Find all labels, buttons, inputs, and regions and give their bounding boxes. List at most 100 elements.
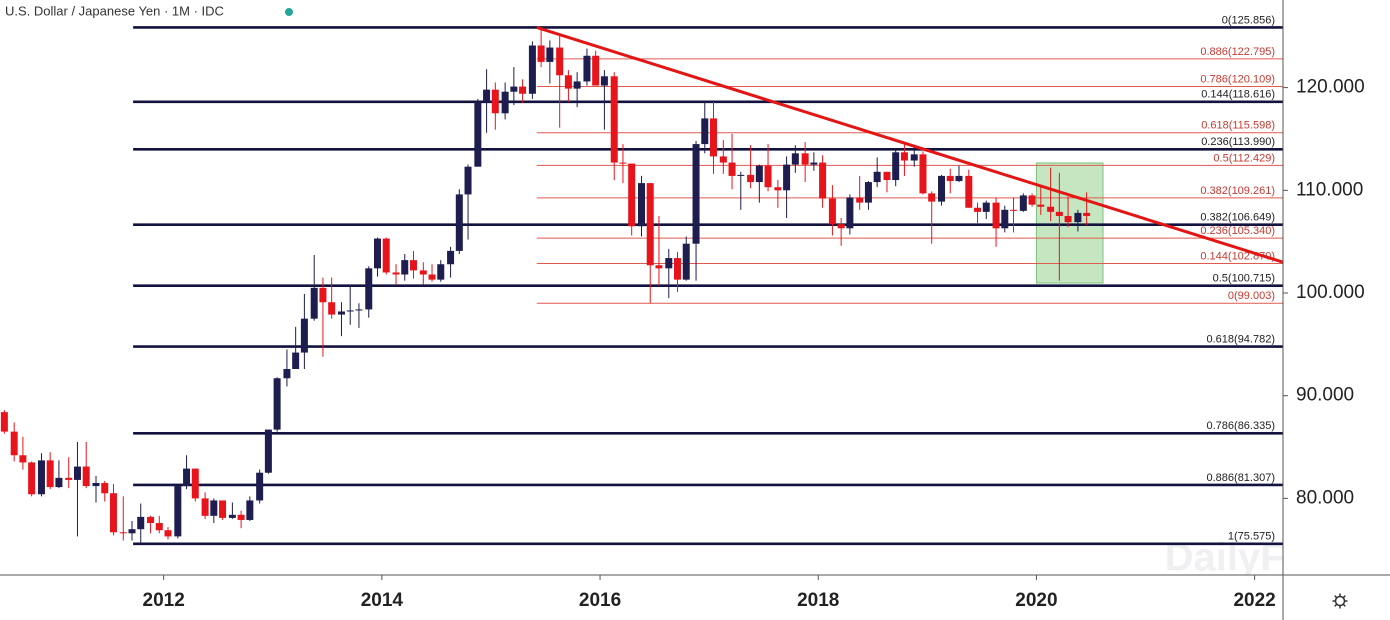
candle-body — [147, 516, 155, 524]
gear-ring[interactable] — [1334, 595, 1346, 607]
candle-body — [628, 163, 636, 227]
candle-body — [19, 455, 27, 463]
candle-body — [337, 311, 345, 315]
y-tick-label: 110.000 — [1296, 179, 1363, 200]
candle-body — [65, 477, 73, 480]
candle-body — [1019, 195, 1027, 211]
x-tick-label: 2020 — [1015, 590, 1057, 611]
gear-teeth[interactable] — [1332, 593, 1348, 609]
candle-body — [455, 194, 463, 251]
candle-body — [701, 118, 709, 145]
candle-body — [0, 412, 8, 432]
fib-label: 0.618(115.598) — [1201, 120, 1275, 132]
candle-body — [328, 302, 336, 315]
fib-label: 0.886(81.307) — [1207, 472, 1276, 484]
candle-body — [801, 153, 809, 165]
candle-body — [965, 175, 973, 208]
candle-body — [37, 460, 45, 495]
candle-body — [174, 486, 182, 537]
candle-body — [373, 238, 381, 269]
candle-body — [864, 182, 872, 203]
candle-body — [401, 260, 409, 275]
candle-body — [264, 429, 272, 473]
x-tick-label: 2018 — [797, 590, 839, 611]
candle-body — [464, 166, 472, 195]
candle-body — [883, 171, 891, 181]
candle-body — [674, 258, 682, 280]
candle-body — [310, 287, 318, 319]
fib-label: 0.382(109.261) — [1200, 185, 1275, 197]
candle-body — [119, 532, 127, 534]
candle-body — [46, 460, 54, 488]
candle-body — [191, 468, 199, 499]
candle-body — [491, 89, 499, 114]
candle-body — [655, 265, 663, 269]
candle-body — [900, 152, 908, 161]
candle-body — [300, 318, 308, 353]
candle-body — [283, 368, 291, 379]
candle-body — [437, 264, 445, 280]
candle-body — [946, 175, 954, 182]
y-tick-label: 120.000 — [1296, 77, 1365, 98]
candle-body — [82, 466, 90, 487]
candle-body — [710, 118, 718, 157]
y-tick-label: 100.000 — [1296, 282, 1365, 303]
candle-body — [638, 183, 645, 227]
candle-body — [28, 462, 36, 495]
candle-body — [919, 154, 927, 194]
candle-body — [938, 175, 946, 202]
candle-body — [164, 530, 172, 537]
fib-label: 0.786(120.109) — [1200, 73, 1275, 85]
y-tick-label: 80.000 — [1296, 487, 1354, 508]
candle-body — [183, 468, 191, 487]
fib-label: 0.886(122.795) — [1200, 46, 1275, 58]
price-axis-bg — [1283, 0, 1390, 620]
candle-body — [137, 516, 145, 530]
time-axis-bg — [0, 575, 1283, 620]
fib-label: 0.5(112.429) — [1213, 152, 1275, 164]
status-dot — [285, 8, 293, 16]
candle-body — [73, 466, 81, 480]
candle-body — [610, 76, 618, 163]
candle-body — [292, 352, 300, 369]
candle-body — [428, 274, 436, 280]
candle-body — [774, 187, 782, 191]
settings-icon[interactable] — [1332, 593, 1348, 609]
candle-body — [519, 86, 527, 94]
candle-body — [892, 152, 900, 181]
candle-body — [155, 523, 163, 531]
candle-body — [764, 165, 772, 188]
candle-body — [828, 198, 836, 225]
candle-body — [101, 482, 109, 494]
x-tick-label: 2022 — [1233, 590, 1275, 611]
candle-body — [974, 207, 982, 212]
candle-body — [92, 482, 100, 487]
fib-label: 0(125.856) — [1222, 14, 1275, 26]
candle-body — [992, 202, 1000, 229]
candle-body — [910, 154, 918, 161]
candle-body — [791, 153, 799, 165]
candle-body — [546, 47, 554, 62]
candle-body — [747, 174, 755, 183]
candle-body — [1064, 215, 1072, 223]
candle-body — [501, 91, 509, 114]
trendline — [536, 26, 1284, 264]
candle-body — [537, 45, 545, 62]
title-bg — [0, 0, 300, 24]
candle-body — [592, 55, 600, 86]
candle-body — [201, 498, 209, 516]
candle-body — [10, 431, 18, 456]
candle-body — [55, 477, 63, 488]
candle-body — [528, 45, 536, 94]
candle-body — [1028, 195, 1036, 205]
candle-body — [783, 164, 791, 191]
candle-body — [873, 171, 881, 183]
candle-body — [665, 258, 673, 269]
candle-body — [273, 378, 281, 430]
highlight-box — [1035, 162, 1104, 284]
candle-body — [346, 310, 354, 312]
candle-body — [474, 101, 482, 167]
candle-body — [600, 76, 608, 86]
